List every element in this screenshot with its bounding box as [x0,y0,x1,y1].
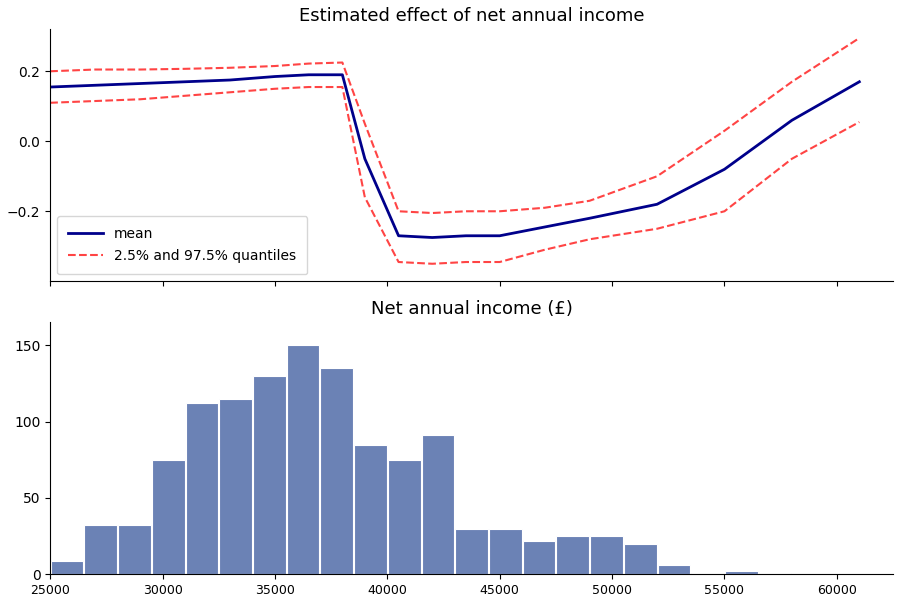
mean [45,83,56,91]
2.5% and 97.5% quantiles [135,66,146,73]
mean [854,78,865,85]
2.5% and 97.5% quantiles [393,208,404,215]
Bar [691,573,724,574]
Bar [152,460,184,574]
mean [337,71,347,79]
2.5% and 97.5% quantiles [359,120,370,127]
Bar [320,368,353,574]
2.5% and 97.5% quantiles [461,208,472,215]
mean [494,232,505,239]
Title: Net annual income (£): Net annual income (£) [371,300,572,318]
Bar [185,403,218,574]
2.5% and 97.5% quantiles [303,60,314,67]
mean [359,155,370,162]
2.5% and 97.5% quantiles [225,64,236,71]
mean [652,201,662,208]
Bar [253,376,285,574]
Bar [489,528,522,574]
mean [180,78,191,85]
Bar [590,536,623,574]
Legend: mean, 2.5% and 97.5% quantiles: mean, 2.5% and 97.5% quantiles [57,216,307,274]
2.5% and 97.5% quantiles [652,173,662,180]
Bar [455,528,488,574]
2.5% and 97.5% quantiles [45,68,56,75]
Bar [523,541,555,574]
Bar [287,345,320,574]
Bar [421,435,454,574]
Line: 2.5% and 97.5% quantiles: 2.5% and 97.5% quantiles [50,38,859,213]
mean [719,165,730,173]
2.5% and 97.5% quantiles [90,66,101,73]
Bar [85,525,117,574]
2.5% and 97.5% quantiles [494,208,505,215]
2.5% and 97.5% quantiles [854,34,865,42]
Line: mean: mean [50,75,859,237]
mean [787,117,797,124]
Bar [118,525,151,574]
Bar [220,399,252,574]
Title: Estimated effect of net annual income: Estimated effect of net annual income [299,7,644,25]
Bar [725,571,758,574]
Bar [658,565,690,574]
mean [225,76,236,83]
2.5% and 97.5% quantiles [787,78,797,85]
mean [584,214,595,222]
Bar [388,460,420,574]
2.5% and 97.5% quantiles [337,59,347,66]
2.5% and 97.5% quantiles [269,62,280,69]
mean [90,82,101,89]
Bar [759,573,791,574]
2.5% and 97.5% quantiles [539,204,550,211]
mean [269,73,280,80]
2.5% and 97.5% quantiles [427,210,437,217]
mean [303,71,314,79]
Bar [354,445,387,574]
mean [461,232,472,239]
2.5% and 97.5% quantiles [719,127,730,135]
mean [135,80,146,87]
2.5% and 97.5% quantiles [180,65,191,72]
Bar [556,536,590,574]
mean [427,234,437,241]
2.5% and 97.5% quantiles [584,197,595,204]
Bar [624,544,656,574]
mean [393,232,404,239]
mean [539,223,550,231]
Bar [50,561,84,574]
